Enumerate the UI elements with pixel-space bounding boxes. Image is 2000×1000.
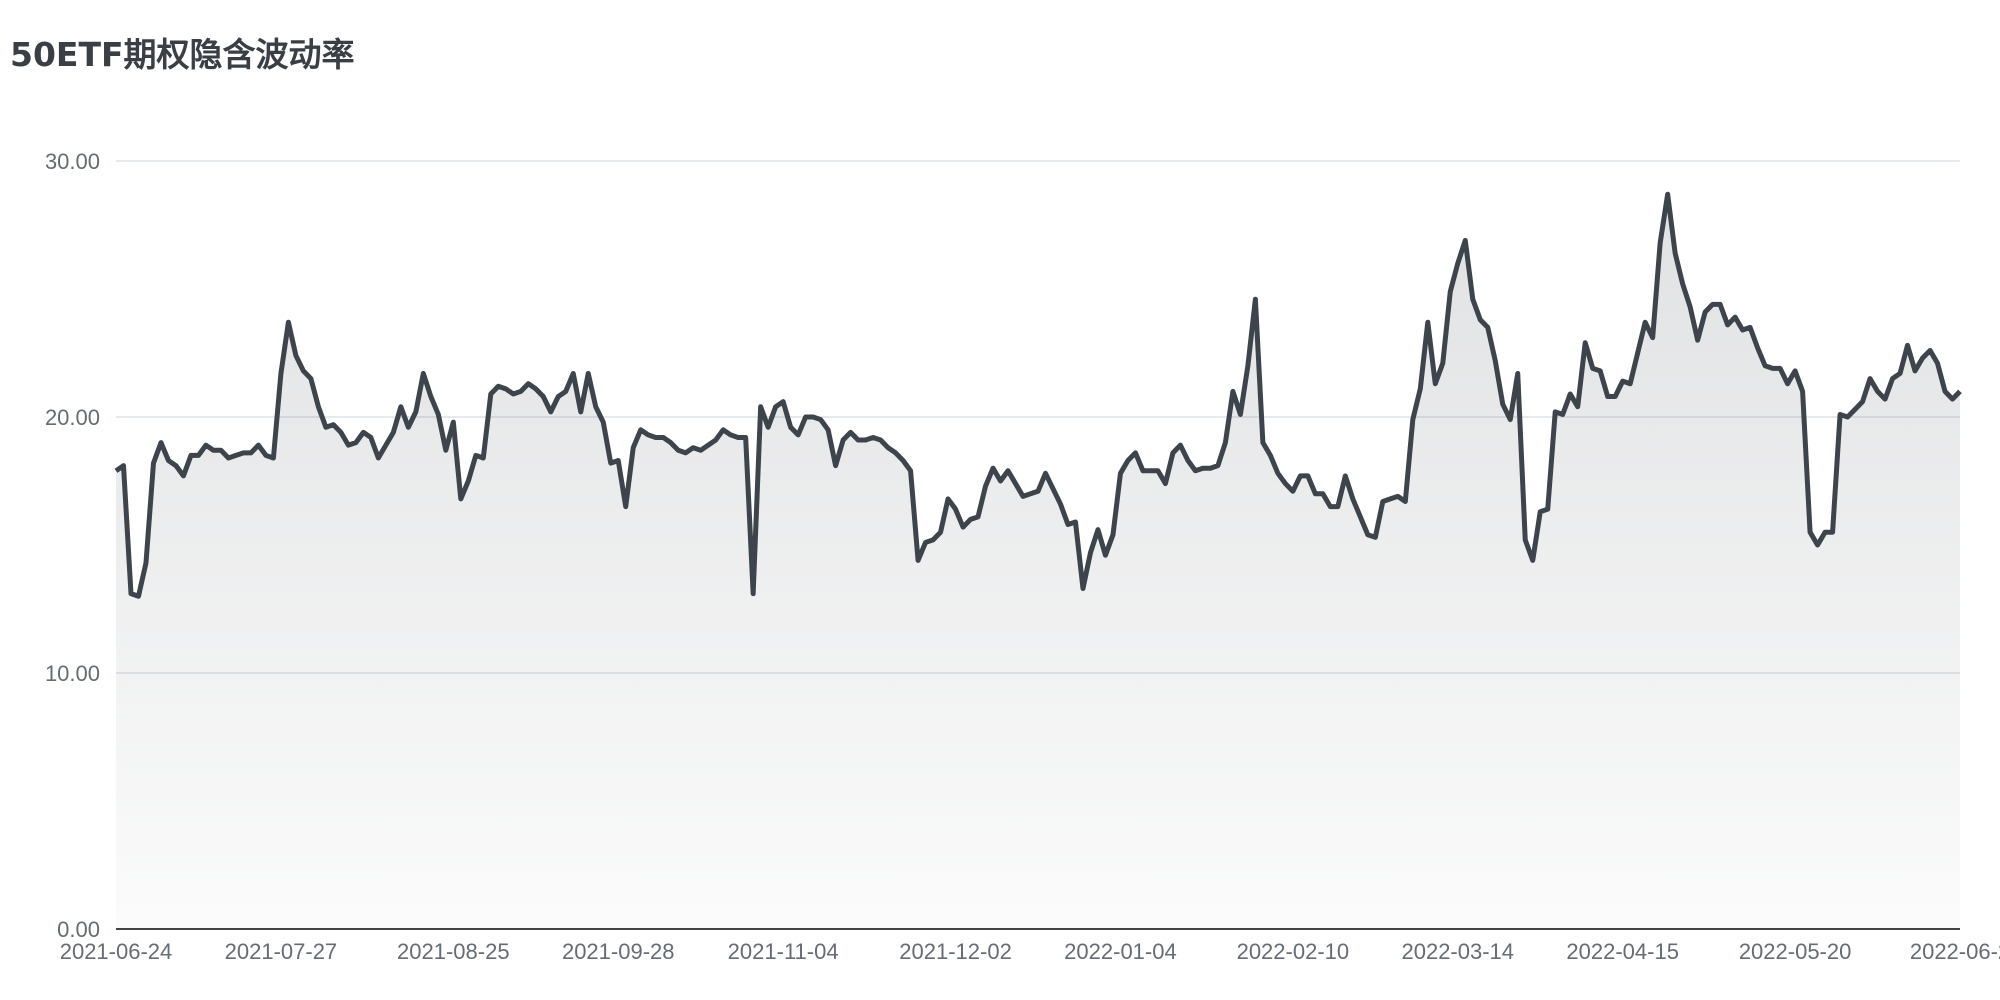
line (114, 191, 1962, 599)
x-tick-label: 2022-04-15 (1566, 939, 1679, 964)
y-tick-label: 10.00 (45, 661, 100, 686)
y-tick-label: 20.00 (45, 405, 100, 430)
y-tick-label: 30.00 (45, 149, 100, 174)
x-tick-label: 2021-06-24 (60, 939, 173, 964)
x-tick-label: 2022-01-04 (1064, 939, 1177, 964)
area (116, 194, 1960, 929)
y-tick-label: 0.00 (57, 917, 100, 942)
x-tick-label: 2021-07-27 (225, 939, 338, 964)
x-tick-label: 2021-11-04 (728, 939, 839, 964)
x-tick-label: 2022-05-20 (1739, 939, 1852, 964)
x-tick-label: 2022-06-2 (1910, 939, 2000, 964)
chart-title: 50ETF期权隐含波动率 (10, 35, 355, 74)
x-tick-label: 2022-03-14 (1401, 939, 1514, 964)
x-tick-label: 2021-12-02 (899, 939, 1012, 964)
x-tick-label: 2021-08-25 (397, 939, 510, 964)
x-tick-label: 2022-02-10 (1237, 939, 1350, 964)
x-tick-label: 2021-09-28 (562, 939, 675, 964)
